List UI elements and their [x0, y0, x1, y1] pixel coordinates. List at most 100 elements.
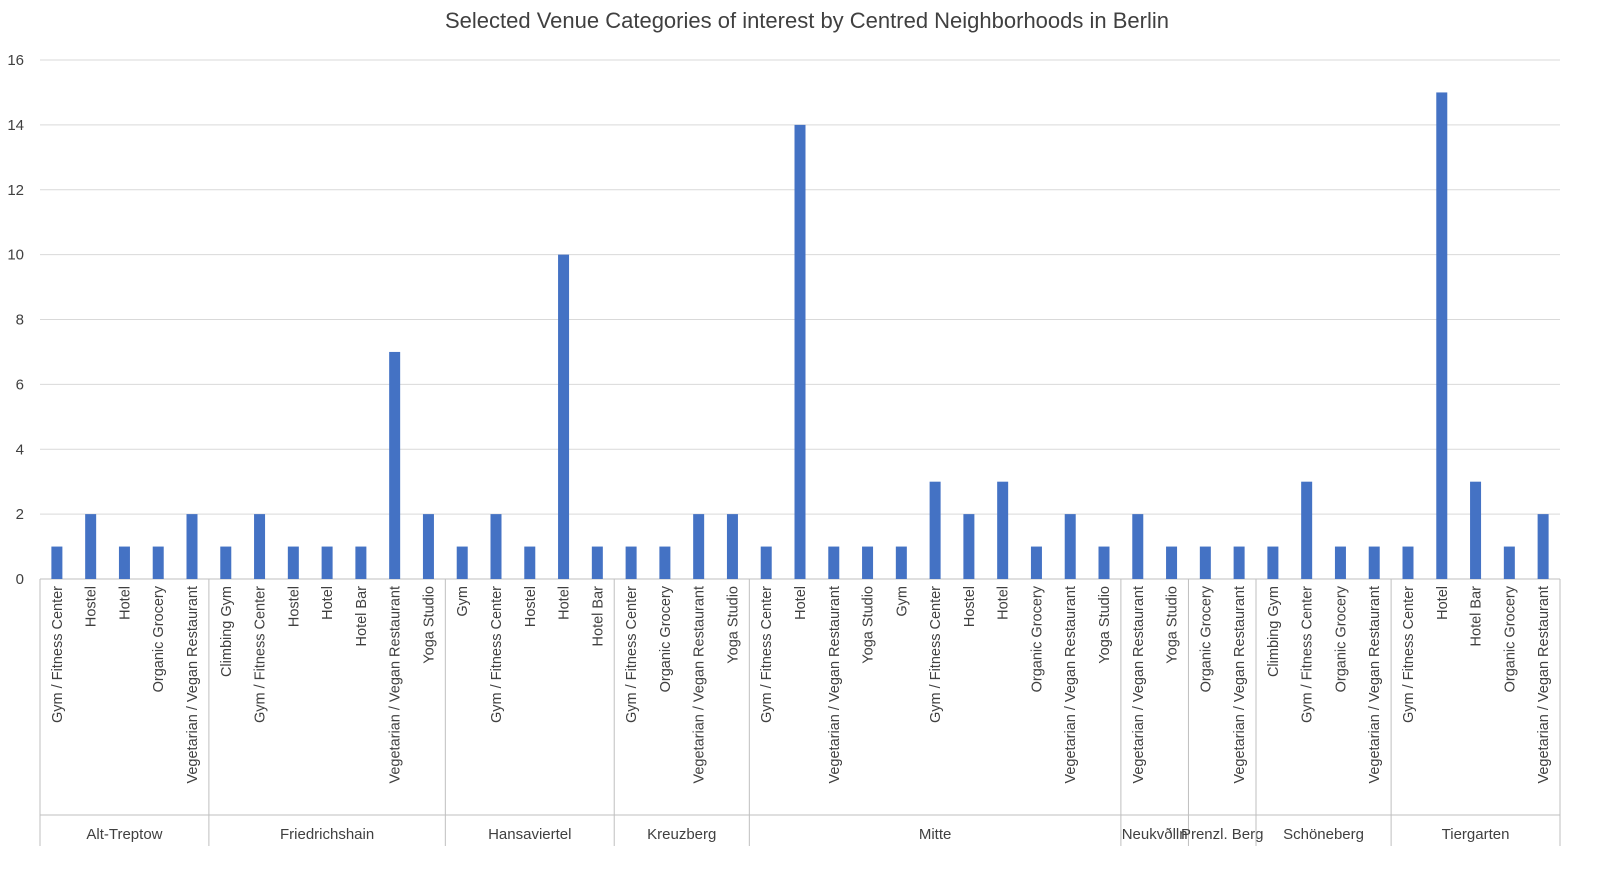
- group-label: Tiergarten: [1442, 826, 1510, 843]
- bar: [726, 514, 738, 579]
- x-tick-label: Climbing Gym: [1266, 586, 1282, 677]
- x-tick-label: Yoga Studio: [861, 586, 877, 664]
- y-tick-label: 0: [16, 571, 24, 588]
- bar: [929, 481, 941, 579]
- x-tick-label: Vegetarian / Vegan Restaurant: [1063, 586, 1079, 784]
- bar: [490, 514, 502, 579]
- x-tick-label: Gym / Fitness Center: [928, 586, 944, 723]
- x-tick-label: Gym / Fitness Center: [624, 586, 640, 723]
- bar: [254, 514, 266, 579]
- bar: [220, 546, 232, 579]
- y-tick-label: 12: [7, 182, 24, 199]
- group-label: Neukvðlln: [1122, 826, 1188, 843]
- x-tick-label: Gym / Fitness Center: [1300, 586, 1316, 723]
- bar: [1199, 546, 1211, 579]
- x-tick-label: Hotel Bar: [354, 586, 370, 647]
- bar: [558, 254, 570, 579]
- bar: [828, 546, 840, 579]
- x-tick-label: Hostel: [84, 586, 100, 627]
- bar: [963, 514, 975, 579]
- x-tick-label: Organic Grocery: [1502, 585, 1518, 692]
- x-tick-label: Vegetarian / Vegan Restaurant: [1367, 586, 1383, 784]
- bar: [287, 546, 299, 579]
- x-axis-category-labels: Gym / Fitness Center Hostel Hotel Organic G…: [50, 585, 1552, 783]
- chart-title: Selected Venue Categories of interest by…: [445, 8, 1169, 33]
- x-tick-label: Organic Grocery: [658, 585, 674, 692]
- bar: [1503, 546, 1515, 579]
- x-tick-label: Hotel Bar: [590, 586, 606, 647]
- bar: [1064, 514, 1076, 579]
- y-tick-label: 16: [7, 52, 24, 69]
- bar: [794, 124, 806, 579]
- y-tick-label: 8: [16, 312, 24, 329]
- bar: [422, 514, 434, 579]
- group-label: Hansaviertel: [488, 826, 571, 843]
- x-axis-group-labels: Alt-Treptow Friedrichshain Hansaviertel Kre…: [39, 579, 1561, 846]
- bar: [321, 546, 333, 579]
- x-tick-label: Gym / Fitness Center: [50, 586, 66, 723]
- y-tick-label: 6: [16, 376, 24, 393]
- x-tick-label: Vegetarian / Vegan Restaurant: [827, 586, 843, 784]
- x-tick-label: Hotel Bar: [1469, 586, 1485, 647]
- x-tick-label: Organic Grocery: [1198, 585, 1214, 692]
- bar: [1537, 514, 1549, 579]
- bar: [1402, 546, 1414, 579]
- x-tick-label: Vegetarian / Vegan Restaurant: [388, 586, 404, 784]
- x-tick-label: Gym: [894, 586, 910, 617]
- x-tick-label: Gym / Fitness Center: [759, 586, 775, 723]
- group-label: Kreuzberg: [647, 826, 716, 843]
- bar: [186, 514, 198, 579]
- bar: [456, 546, 468, 579]
- bar: [625, 546, 637, 579]
- x-tick-label: Yoga Studio: [1165, 586, 1181, 664]
- x-tick-label: Gym / Fitness Center: [489, 586, 505, 723]
- bar: [1436, 92, 1448, 579]
- bar: [51, 546, 63, 579]
- y-tick-label: 2: [16, 506, 24, 523]
- y-tick-label: 10: [7, 247, 24, 264]
- bar: [389, 351, 401, 579]
- x-tick-label: Vegetarian / Vegan Restaurant: [1232, 586, 1248, 784]
- x-tick-label: Yoga Studio: [1097, 586, 1113, 664]
- bar: [85, 514, 97, 579]
- bar: [152, 546, 164, 579]
- bar: [862, 546, 874, 579]
- bar: [591, 546, 603, 579]
- bar: [693, 514, 705, 579]
- bar: [1233, 546, 1245, 579]
- group-label: Mitte: [919, 826, 952, 843]
- x-tick-label: Hotel: [117, 586, 133, 620]
- x-tick-label: Vegetarian / Vegan Restaurant: [1536, 586, 1552, 784]
- x-tick-label: Hostel: [523, 586, 539, 627]
- y-tick-label: 4: [16, 441, 24, 458]
- bar: [895, 546, 907, 579]
- bar: [997, 481, 1009, 579]
- bar: [1166, 546, 1178, 579]
- y-tick-label: 14: [7, 117, 24, 134]
- group-label: Prenzl. Berg: [1181, 826, 1264, 843]
- x-tick-label: Yoga Studio: [421, 586, 437, 664]
- x-tick-label: Hotel: [320, 586, 336, 620]
- x-tick-label: Organic Grocery: [1333, 585, 1349, 692]
- x-tick-label: Vegetarian / Vegan Restaurant: [185, 586, 201, 784]
- bar: [1030, 546, 1042, 579]
- bars: [51, 92, 1549, 579]
- bar: [1301, 481, 1313, 579]
- bar: [1132, 514, 1144, 579]
- x-tick-label: Hotel: [996, 586, 1012, 620]
- x-tick-label: Organic Grocery: [151, 585, 167, 692]
- bar: [659, 546, 671, 579]
- x-tick-label: Organic Grocery: [1029, 585, 1045, 692]
- x-tick-label: Vegetarian / Vegan Restaurant: [1131, 586, 1147, 784]
- bar: [1267, 546, 1279, 579]
- x-tick-label: Gym / Fitness Center: [1401, 586, 1417, 723]
- bar: [118, 546, 130, 579]
- x-tick-label: Hotel: [557, 586, 573, 620]
- x-tick-label: Yoga Studio: [725, 586, 741, 664]
- bar: [355, 546, 367, 579]
- bar: [1368, 546, 1380, 579]
- x-tick-label: Hostel: [286, 586, 302, 627]
- bar: [1470, 481, 1482, 579]
- x-tick-label: Hotel: [793, 586, 809, 620]
- bar: [760, 546, 772, 579]
